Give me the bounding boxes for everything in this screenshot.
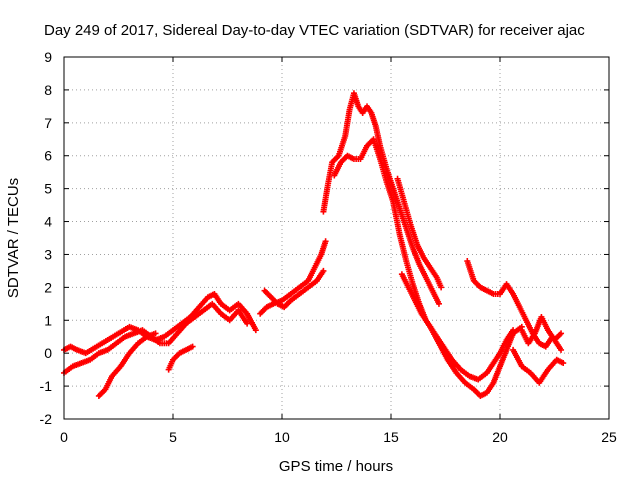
series-track-6 xyxy=(261,267,327,311)
data-points xyxy=(61,90,567,399)
data-point xyxy=(322,238,329,245)
y-tick-label: 6 xyxy=(44,148,52,164)
series-track-1 xyxy=(61,290,259,357)
data-point xyxy=(435,300,442,307)
series-track-9 xyxy=(398,271,525,399)
x-tick-label: 5 xyxy=(169,429,177,445)
series-track-4 xyxy=(165,343,196,373)
series-track-3 xyxy=(95,330,159,399)
y-tick-label: 3 xyxy=(44,246,52,262)
y-tick-label: 7 xyxy=(44,115,52,131)
data-point xyxy=(152,330,159,337)
data-point xyxy=(558,346,565,353)
x-tick-label: 0 xyxy=(60,429,68,445)
x-tick-label: 10 xyxy=(274,429,290,445)
y-tick-label: 2 xyxy=(44,279,52,295)
y-tick-label: 9 xyxy=(44,49,52,65)
data-point xyxy=(320,267,327,274)
y-tick-label: 0 xyxy=(44,345,52,361)
chart-title: Day 249 of 2017, Sidereal Day-to-day VTE… xyxy=(44,22,585,39)
series-track-13 xyxy=(518,313,565,347)
data-point xyxy=(558,330,565,337)
x-tick-label: 20 xyxy=(492,429,508,445)
y-tick-label: 4 xyxy=(44,214,52,230)
data-point xyxy=(189,343,196,350)
axis-ticks: 0 5 10 15 20 25 -2 -1 0 1 2 3 4 5 6 7 8 9 xyxy=(40,49,617,445)
series-track-10 xyxy=(394,175,445,291)
x-axis-label: GPS time / hours xyxy=(279,458,393,475)
y-tick-label: -1 xyxy=(40,378,53,394)
plot-frame xyxy=(63,56,610,420)
x-tick-label: 15 xyxy=(383,429,399,445)
data-point xyxy=(244,320,251,327)
y-tick-label: 8 xyxy=(44,82,52,98)
data-point xyxy=(560,360,567,367)
y-axis-label: SDTVAR / TECUs xyxy=(5,178,22,298)
y-tick-label: -2 xyxy=(40,411,53,427)
series-track-7 xyxy=(320,90,442,307)
series-track-2 xyxy=(61,300,251,376)
y-tick-label: 5 xyxy=(44,181,52,197)
data-point xyxy=(252,327,259,334)
grid xyxy=(64,57,609,419)
x-tick-label: 25 xyxy=(601,429,617,445)
data-point xyxy=(438,284,445,291)
series-track-12 xyxy=(510,346,567,386)
y-tick-label: 1 xyxy=(44,312,52,328)
series-track-11 xyxy=(464,258,565,353)
